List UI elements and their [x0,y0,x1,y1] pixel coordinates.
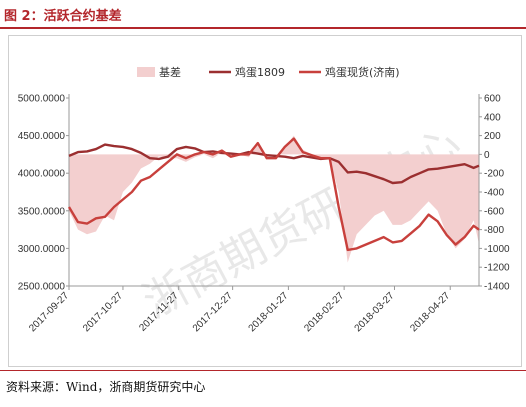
x-tick-label: 2017-09-27 [27,290,71,334]
x-tick-label: 2017-10-27 [81,290,125,334]
x-tick-label: 2018-02-27 [302,290,346,334]
y-left-tick-label: 5000.0000 [18,94,66,105]
y-right-tick-label: -1400 [484,282,510,293]
y-right-tick-label: -800 [484,225,504,236]
legend-label-futures: 鸡蛋1809 [235,65,285,79]
x-tick-label: 2018-03-27 [353,290,397,334]
legend-swatch-basis [137,67,155,77]
y-right-tick-label: 0 [484,150,490,161]
y-right-tick-label: 200 [484,131,501,142]
y-right-tick-label: 400 [484,112,501,123]
y-right-tick-label: -1000 [484,244,510,255]
legend-label-spot: 鸡蛋现货(济南) [325,65,400,79]
title-bar: 图 2：活跃合约基差 [0,0,526,27]
source-rule [0,370,526,371]
y-right-tick-label: -600 [484,206,504,217]
y-left-tick-label: 4500.0000 [18,131,66,142]
source-note: 资料来源：Wind，浙商期货研究中心 [6,380,206,394]
legend-label-basis: 基差 [159,65,181,79]
y-right-tick-label: -400 [484,188,504,199]
series-spot-jinan-line [67,137,480,252]
series-basis-area [69,135,479,263]
y-right-tick-label: -1200 [484,263,510,274]
y-right-tick-label: 600 [484,94,501,105]
y-left-tick-label: 4000.0000 [18,169,66,180]
y-left-tick-label: 2500.0000 [18,282,66,293]
y-left-tick-label: 3000.0000 [18,244,66,255]
basis-chart: 浙商期货研究中心5000.00004500.00004000.00003500.… [18,65,510,334]
title-rule [0,27,526,29]
figure-title: 图 2：活跃合约基差 [4,9,122,24]
chart-frame: 浙商期货研究中心 5000.0000 4500.0000 4000.0000 3500.… [8,35,522,367]
y-right-tick-label: -200 [484,169,504,180]
x-tick-label: 2018-04-27 [408,290,452,334]
y-left-tick-label: 3500.0000 [18,206,66,217]
series-futures-1809-line [68,143,480,185]
x-tick-label: 2018-01-27 [247,290,291,334]
